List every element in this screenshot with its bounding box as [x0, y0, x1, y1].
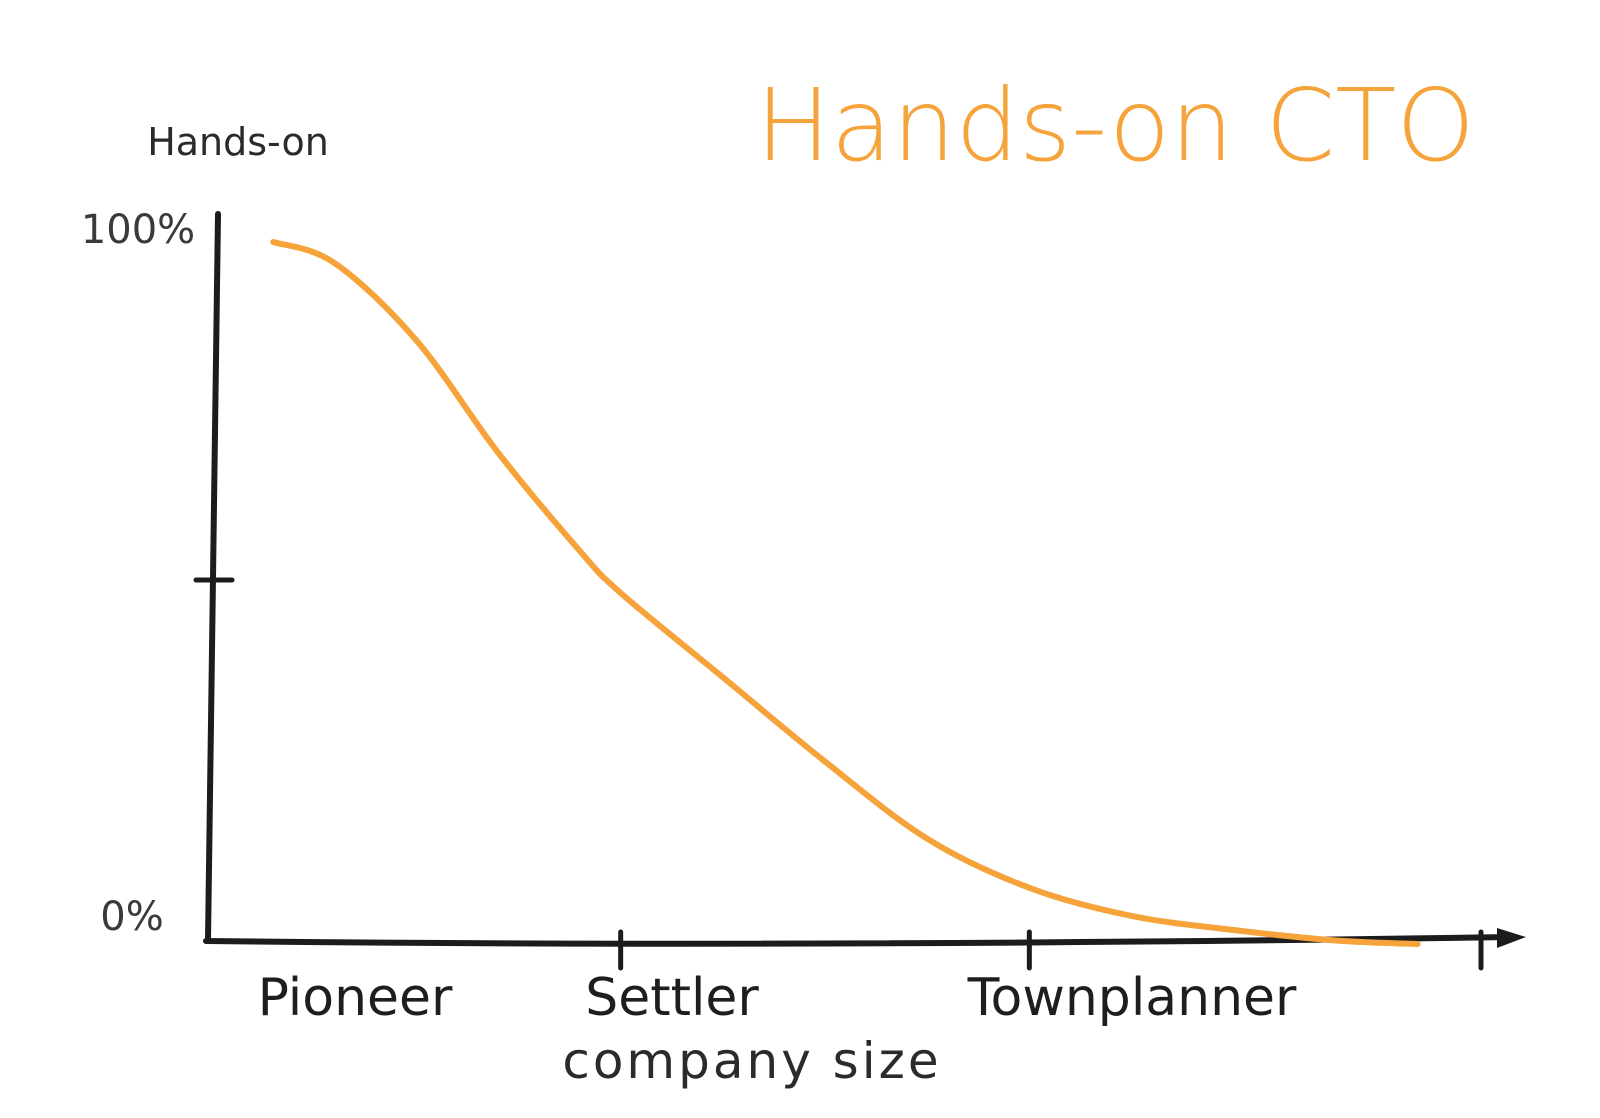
y-axis-label: Hands-on [147, 120, 329, 164]
x-axis-arrowhead [1497, 928, 1526, 948]
category-labels: Pioneer Settler Townplanner [258, 968, 1297, 1028]
x-axis-label: company size [562, 1032, 941, 1090]
category-label-townplanner: Townplanner [967, 968, 1297, 1028]
tick-labels: 100% 0% [81, 207, 195, 940]
y-tick-label-100: 100% [81, 207, 195, 253]
series-line-0 [270, 239, 1421, 947]
category-label-pioneer: Pioneer [258, 968, 453, 1028]
chart-title: Hands-on CTO [756, 67, 1475, 184]
category-label-settler: Settler [585, 968, 759, 1028]
y-axis-line [205, 211, 221, 943]
y-tick-label-0: 0% [100, 894, 163, 940]
ticks [193, 577, 1484, 971]
series [270, 239, 1421, 947]
